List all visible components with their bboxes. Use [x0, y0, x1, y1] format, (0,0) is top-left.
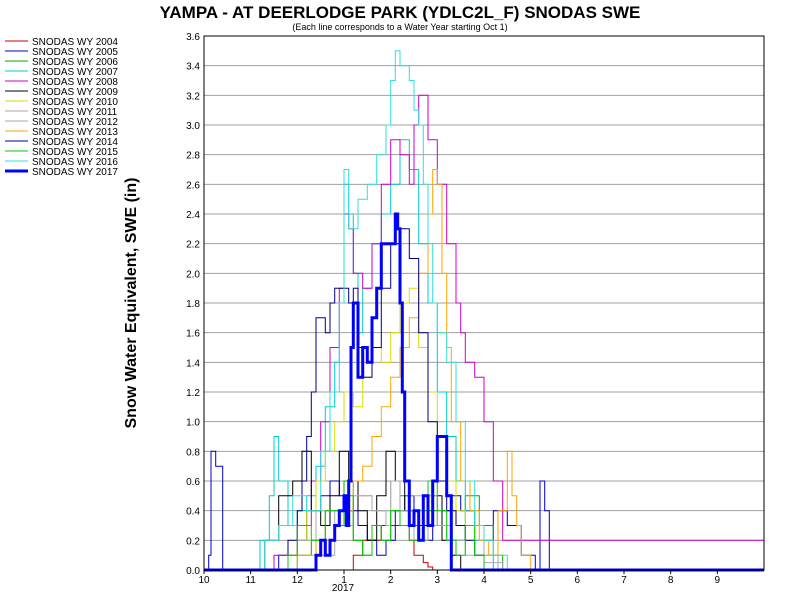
- y-tick-label: 0.0: [186, 566, 200, 577]
- y-tick-label: 0.8: [186, 447, 200, 458]
- x-tick-label: 12: [292, 575, 304, 586]
- chart-title: YAMPA - AT DEERLODGE PARK (YDLC2L_F) SNO…: [160, 3, 641, 22]
- legend-entry: SNODAS WY 2009: [32, 87, 118, 98]
- legend-entry: SNODAS WY 2011: [32, 107, 118, 118]
- series-line-snodas-wy-2016: [204, 50, 764, 571]
- y-tick-label: 2.2: [186, 240, 200, 251]
- y-axis-label: Snow Water Equivalent, SWE (in): [123, 178, 140, 429]
- series-line-snodas-wy-2017: [204, 212, 764, 572]
- x-tick-label: 2: [388, 575, 394, 586]
- y-tick-label: 3.0: [186, 121, 200, 132]
- legend-entry: SNODAS WY 2012: [32, 117, 118, 128]
- legend-entry: SNODAS WY 2013: [32, 127, 118, 138]
- chart-subtitle: (Each line corresponds to a Water Year s…: [292, 22, 507, 32]
- legend-entry: SNODAS WY 2016: [32, 157, 118, 168]
- x-year-label: 2017: [332, 583, 355, 594]
- legend-entry: SNODAS WY 2005: [32, 47, 118, 58]
- y-tick-label: 3.6: [186, 32, 200, 43]
- x-tick-labels: 10 11 12 1 2 3 4 5 6 7 8 9: [198, 570, 721, 586]
- x-tick-label: 8: [668, 575, 674, 586]
- legend-entry: SNODAS WY 2010: [32, 97, 118, 108]
- x-tick-label: 6: [575, 575, 581, 586]
- series-line-snodas-wy-2015: [204, 480, 764, 571]
- y-tick-label: 1.6: [186, 329, 200, 340]
- x-tick-label: 5: [528, 575, 534, 586]
- x-tick-label: 11: [245, 575, 256, 586]
- y-tick-labels: 0.0 0.2 0.4 0.6 0.8 1.0 1.2 1.4 1.6 1.8 2.0 2.2 2.4 2…: [186, 32, 200, 577]
- y-tick-label: 1.8: [186, 299, 200, 310]
- legend-entry: SNODAS WY 2006: [32, 57, 118, 68]
- legend-entry: SNODAS WY 2015: [32, 147, 118, 158]
- y-tick-label: 1.2: [186, 388, 200, 399]
- series-line-snodas-wy-2008: [204, 94, 765, 571]
- x-tick-label: 7: [621, 575, 627, 586]
- legend-entry: SNODAS WY 2004: [32, 37, 118, 48]
- legend-entry: SNODAS WY 2017: [32, 167, 118, 178]
- y-tick-label: 3.2: [186, 91, 200, 102]
- y-tick-label: 0.4: [186, 507, 200, 518]
- y-tick-label: 2.0: [186, 269, 200, 280]
- y-tick-label: 3.4: [186, 62, 200, 73]
- legend-entry: SNODAS WY 2007: [32, 67, 118, 78]
- x-tick-label: 3: [435, 575, 441, 586]
- legend-entry: SNODAS WY 2014: [32, 137, 118, 148]
- x-tick-label: 4: [481, 575, 487, 586]
- series-lines: [204, 50, 765, 572]
- y-tick-label: 1.4: [186, 358, 200, 369]
- y-tick-label: 2.6: [186, 180, 200, 191]
- x-tick-label: 1: [341, 575, 347, 586]
- y-tick-label: 0.2: [186, 536, 200, 547]
- legend-entry: SNODAS WY 2008: [32, 77, 118, 88]
- y-tick-label: 1.0: [186, 418, 200, 429]
- y-tick-label: 2.8: [186, 151, 200, 162]
- y-tick-label: 2.4: [186, 210, 200, 221]
- y-tick-label: 0.6: [186, 477, 200, 488]
- x-tick-label: 9: [715, 575, 721, 586]
- x-tick-label: 10: [198, 575, 210, 586]
